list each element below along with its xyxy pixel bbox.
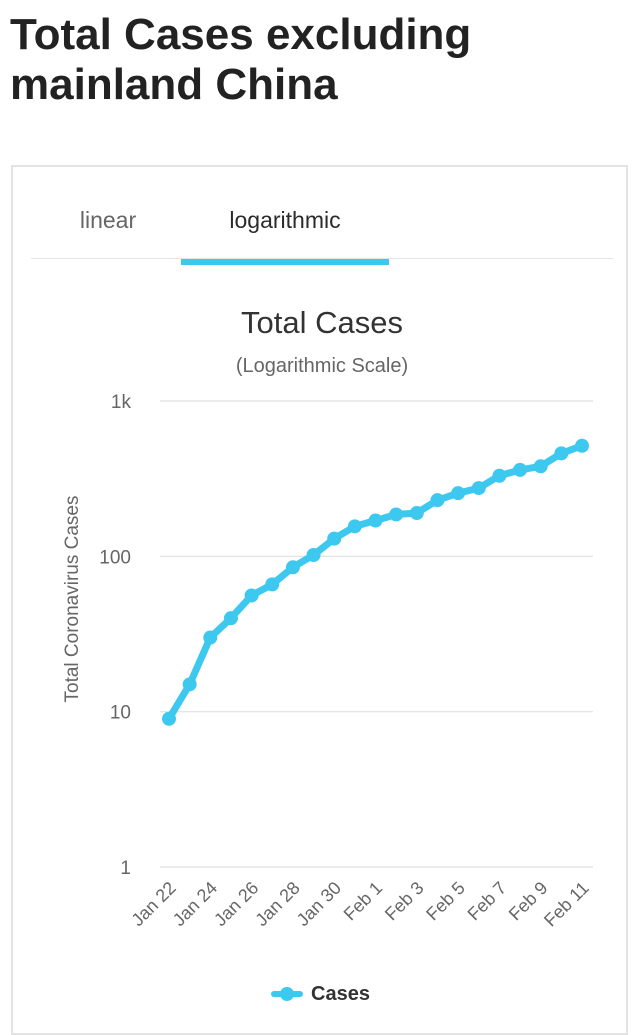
legend-marker-icon [271, 987, 303, 1001]
y-tick-label: 100 [99, 547, 131, 568]
tab-linear[interactable]: linear [79, 207, 137, 233]
x-tick-label: Jan 26 [210, 878, 262, 930]
data-point[interactable] [409, 506, 424, 521]
legend-label-cases: Cases [311, 982, 370, 1005]
active-tab-indicator [181, 259, 389, 265]
y-tick-label: 1 [120, 858, 131, 879]
data-point[interactable] [203, 630, 218, 645]
page-title: Total Cases excluding mainland China [10, 10, 472, 109]
data-point[interactable] [306, 547, 321, 562]
series-layer [162, 438, 589, 726]
data-point[interactable] [327, 531, 342, 546]
scale-tabs: linear logarithmic [13, 167, 626, 267]
data-point[interactable] [182, 677, 197, 692]
data-point[interactable] [162, 711, 176, 726]
y-tick-layer: 1 10 100 1k [99, 392, 131, 879]
y-tick-label: 10 [110, 703, 131, 724]
data-point[interactable] [389, 507, 404, 522]
data-point[interactable] [575, 438, 589, 453]
y-tick-label: 1k [111, 392, 132, 413]
x-tick-label: Feb 7 [464, 878, 511, 925]
tab-divider [31, 258, 613, 259]
line-chart: Total Cases (Logarithmic Scale) Total Co… [62, 305, 593, 931]
data-point[interactable] [265, 577, 280, 592]
data-point[interactable] [492, 468, 507, 483]
tab-logarithmic[interactable]: logarithmic [229, 207, 341, 233]
x-tick-label: Jan 28 [251, 878, 303, 930]
chart-subtitle: (Logarithmic Scale) [236, 355, 408, 377]
data-point[interactable] [533, 459, 548, 474]
x-tick-label: Jan 30 [293, 878, 345, 930]
data-point[interactable] [223, 611, 238, 626]
data-point[interactable] [471, 481, 486, 496]
x-tick-label: Feb 1 [340, 878, 387, 925]
chart-title: Total Cases [241, 305, 403, 340]
x-tick-label: Feb 11 [540, 878, 593, 931]
data-point[interactable] [347, 519, 362, 534]
chart-card: linear logarithmic Total Cases (Logarith… [11, 165, 628, 1035]
x-tick-label: Jan 22 [127, 878, 179, 930]
data-point[interactable] [554, 446, 569, 461]
chart-legend[interactable]: Cases [271, 982, 370, 1006]
data-point[interactable] [513, 462, 528, 477]
x-tick-label: Jan 24 [169, 878, 221, 930]
series-line-cases [165, 442, 586, 723]
x-tick-label: Feb 3 [381, 878, 428, 925]
x-tick-label: Feb 5 [422, 878, 469, 925]
grid-layer [160, 400, 593, 868]
data-point[interactable] [430, 493, 445, 508]
data-point[interactable] [368, 513, 383, 528]
data-point[interactable] [451, 486, 466, 501]
y-axis-label: Total Coronavirus Cases [62, 496, 83, 703]
data-point[interactable] [285, 560, 300, 575]
data-point[interactable] [244, 588, 259, 603]
